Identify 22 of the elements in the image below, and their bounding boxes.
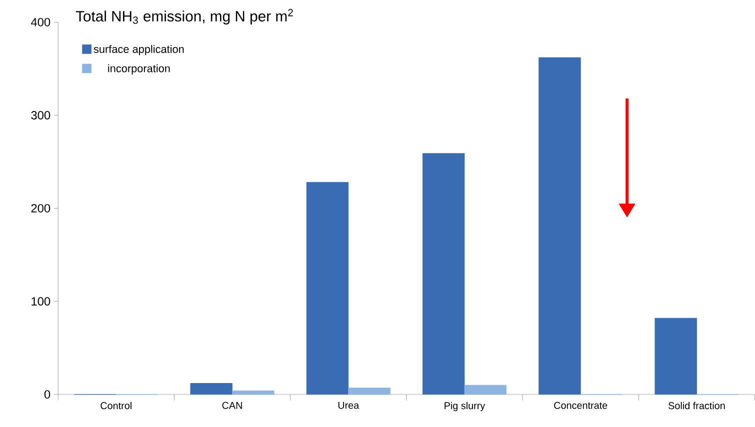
bar (190, 383, 232, 395)
bar (348, 388, 390, 395)
x-tick-label: Concentrate (554, 402, 608, 409)
bar (464, 384, 507, 395)
x-tick-label: Urea (338, 402, 360, 409)
legend-label: surface application (94, 44, 184, 56)
y-tick-label: 200 (31, 204, 50, 213)
x-tick-label: CAN (222, 402, 242, 409)
y-tick-label: 400 (31, 18, 50, 26)
legend-label: incorporation (108, 64, 170, 74)
bar (538, 57, 581, 395)
x-tick-label: Control (100, 402, 132, 410)
x-tick-label: Solid fraction (668, 402, 725, 410)
bar (654, 318, 697, 395)
y-tick-label: 300 (31, 111, 50, 120)
chart-title: Total NH$_{3}$ emission, mg N per m$^{2}$ (76, 8, 293, 24)
bar (306, 182, 349, 395)
bar (232, 390, 274, 395)
bar (422, 153, 465, 395)
y-tick-label: 100 (32, 297, 50, 306)
x-tick-label: Pig slurry (444, 402, 486, 412)
y-tick-label: 0 (44, 390, 50, 399)
